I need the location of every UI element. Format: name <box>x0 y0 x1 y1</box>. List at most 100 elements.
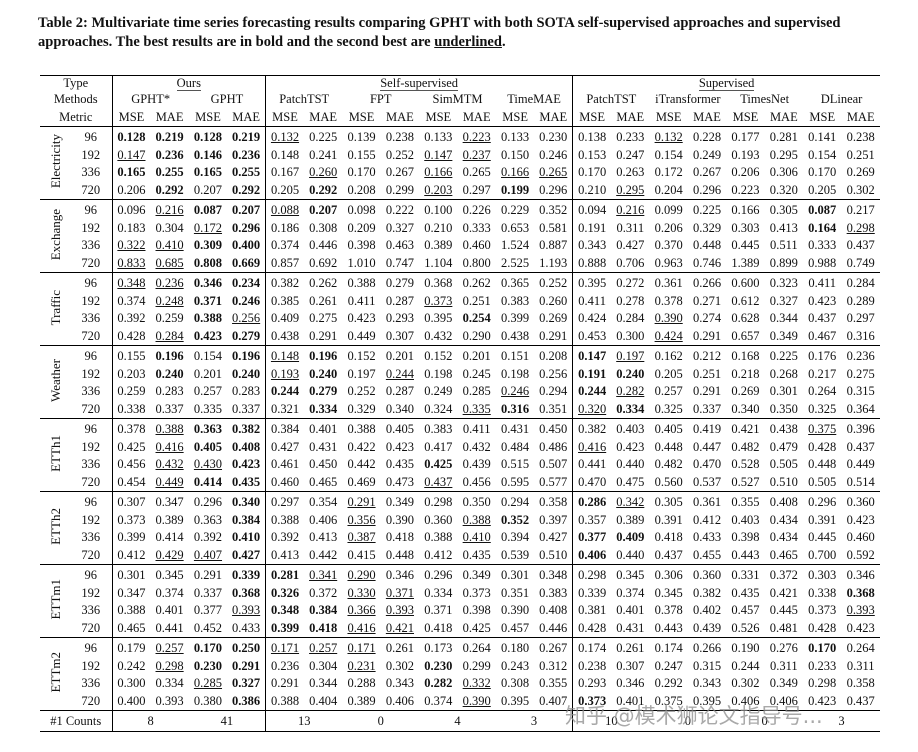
cell-value: 0.425 <box>424 457 453 472</box>
cell: 0.384 <box>265 418 304 439</box>
cell-value: 0.963 <box>654 255 683 270</box>
cell: 0.384 <box>227 511 267 529</box>
cell: 0.510 <box>765 474 803 492</box>
cell-value: 0.291 <box>347 495 376 510</box>
cell-value: 0.460 <box>270 474 300 489</box>
cell: 0.470 <box>688 456 726 474</box>
cell: 0.857 <box>266 255 304 273</box>
cell: 0.456 <box>112 456 150 474</box>
cell-value: 0.171 <box>347 641 376 656</box>
cell-value: 0.388 <box>347 276 376 291</box>
cell-value: 0.346 <box>846 568 875 583</box>
cell-value: 0.399 <box>117 530 146 545</box>
cell-value: 0.279 <box>309 384 338 399</box>
cell: 0.390 <box>458 693 496 711</box>
cell-value: 0.335 <box>193 401 223 416</box>
cell-value: 0.374 <box>270 238 300 253</box>
cell-value: 0.360 <box>424 512 453 527</box>
cell-value: 0.154 <box>654 147 683 162</box>
cell: 0.281 <box>265 564 304 585</box>
count-value: 0 <box>726 710 804 732</box>
cell-value: 0.469 <box>347 474 376 489</box>
cell-value: 0.343 <box>578 238 607 253</box>
cell-value: 0.147 <box>117 147 146 162</box>
cell: 0.349 <box>457 564 496 585</box>
caption-end: . <box>501 34 506 50</box>
cell-value: 0.373 <box>578 693 607 708</box>
cell-value: 0.223 <box>462 130 491 145</box>
cell: 0.389 <box>342 693 380 711</box>
cell: 0.229 <box>495 199 535 220</box>
cell: 0.309 <box>189 237 227 255</box>
cell-value: 0.412 <box>117 547 146 562</box>
cell-value: 0.423 <box>846 512 875 527</box>
cell-value: 0.706 <box>616 255 645 270</box>
cell: 0.269 <box>534 310 574 328</box>
dataset-cell: ETTm1 <box>40 564 70 638</box>
cell: 0.257 <box>189 383 227 401</box>
cell: 0.449 <box>841 456 880 474</box>
cell-value: 0.361 <box>692 495 722 510</box>
cell: 0.335 <box>189 401 227 419</box>
cell-value: 0.257 <box>155 641 184 656</box>
cell: 0.433 <box>227 619 267 638</box>
cell: 0.378 <box>112 418 151 439</box>
cell-value: 0.309 <box>193 238 223 253</box>
cell-value: 0.857 <box>270 255 300 270</box>
cell: 0.413 <box>266 547 304 565</box>
cell: 0.223 <box>726 182 764 200</box>
cell-value: 0.249 <box>692 147 722 162</box>
cell-value: 0.244 <box>578 384 607 399</box>
cell: 0.302 <box>841 182 880 200</box>
cell: 0.291 <box>188 564 228 585</box>
cell: 0.357 <box>573 512 611 530</box>
cell-value: 0.320 <box>578 401 607 416</box>
cell: 0.454 <box>112 474 150 492</box>
cell: 0.291 <box>688 383 726 401</box>
cell-value: 0.315 <box>692 658 722 673</box>
cell-value: 0.255 <box>155 165 184 180</box>
cell-value: 0.281 <box>270 568 300 583</box>
cell: 0.363 <box>189 512 227 530</box>
cell: 0.482 <box>726 439 764 457</box>
cell: 0.475 <box>611 474 649 492</box>
metric-name: MAE <box>380 108 420 127</box>
cell: 0.460 <box>458 237 496 255</box>
cell: 0.392 <box>266 529 304 547</box>
cell: 0.343 <box>573 237 611 255</box>
cell: 0.388 <box>458 512 496 530</box>
cell: 0.261 <box>380 637 420 658</box>
count-value: 0 <box>342 710 420 732</box>
cell: 0.418 <box>381 529 419 547</box>
cell: 0.265 <box>534 164 574 182</box>
dataset-name: Exchange <box>47 208 63 261</box>
cell-value: 0.100 <box>424 203 453 218</box>
cell-value: 0.223 <box>731 182 760 197</box>
cell-value: 0.382 <box>232 422 261 437</box>
cell-value: 0.373 <box>424 293 453 308</box>
cell-value: 0.154 <box>808 147 837 162</box>
cell: 0.217 <box>803 366 841 384</box>
cell-value: 0.291 <box>692 328 722 343</box>
cell: 0.403 <box>611 418 650 439</box>
cell-value: 0.387 <box>347 530 376 545</box>
cell: 0.434 <box>765 512 803 530</box>
cell: 0.290 <box>458 328 496 346</box>
cell-value: 0.358 <box>539 495 568 510</box>
cell: 0.183 <box>112 220 150 238</box>
cell-value: 0.237 <box>462 147 491 162</box>
cell-value: 0.411 <box>808 276 837 291</box>
cell-value: 0.411 <box>347 293 376 308</box>
cell-value: 0.393 <box>155 693 184 708</box>
cell-value: 0.455 <box>692 547 722 562</box>
cell: 0.334 <box>150 675 188 693</box>
cell: 0.416 <box>573 439 611 457</box>
cell-value: 0.225 <box>309 130 338 145</box>
cell: 0.196 <box>227 345 267 366</box>
cell: 0.228 <box>687 126 727 147</box>
data-row: 336 0.322 0.410 0.309 0.400 0.374 0.446 0.398 0.… <box>40 237 880 255</box>
method-name: DLinear <box>820 92 863 107</box>
cell-value: 0.393 <box>846 603 875 618</box>
cell: 0.284 <box>841 272 880 293</box>
cell: 0.301 <box>495 564 535 585</box>
